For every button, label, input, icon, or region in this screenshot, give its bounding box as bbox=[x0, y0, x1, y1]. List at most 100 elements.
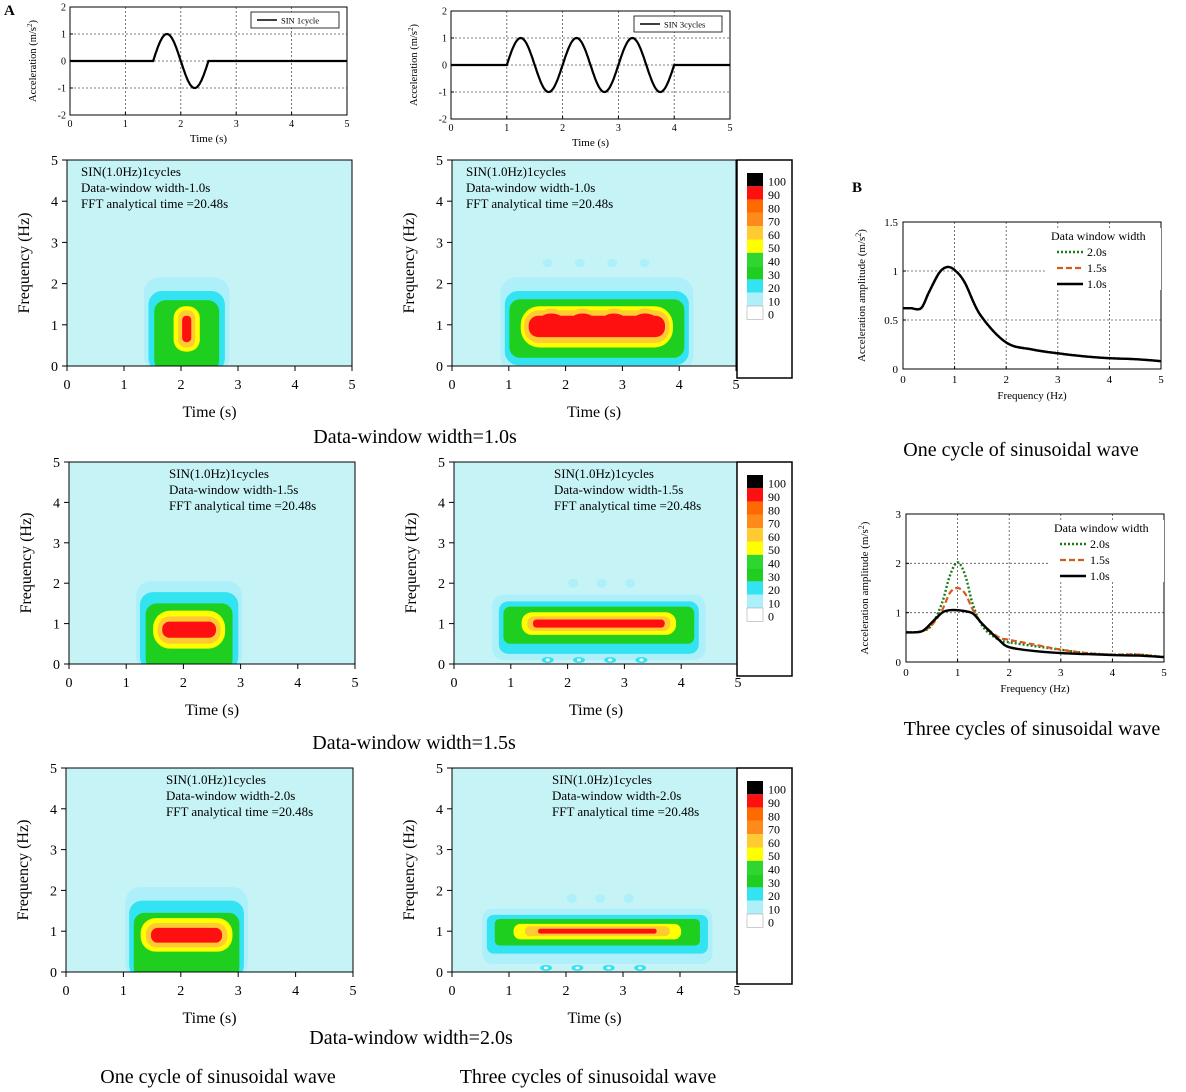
x-tick-label: 2 bbox=[564, 676, 571, 691]
y-tick-label: 0.5 bbox=[884, 315, 898, 327]
annotation-text: FFT analytical time =20.48s bbox=[166, 804, 313, 819]
x-tick-label: 1 bbox=[504, 123, 509, 134]
y-tick-label: 0 bbox=[50, 966, 57, 981]
y-tick-label: 0 bbox=[51, 360, 58, 375]
colorbar-swatch bbox=[747, 501, 763, 515]
x-tick-label: 3 bbox=[616, 123, 621, 134]
annotation-text: FFT analytical time =20.48s bbox=[81, 196, 228, 211]
y-tick-label: 5 bbox=[436, 154, 443, 169]
legend-label: 2.0s bbox=[1090, 537, 1110, 551]
contour-blob bbox=[623, 894, 634, 904]
y-axis-label-main: Acceleration (m/s bbox=[28, 27, 39, 102]
row-caption: Data-window width=1.0s bbox=[313, 426, 517, 448]
y-tick-label: 4 bbox=[436, 195, 443, 210]
y-axis-label: Frequency (Hz) bbox=[403, 513, 420, 614]
y-tick-label: 4 bbox=[51, 195, 58, 210]
legend-bg bbox=[1047, 228, 1161, 290]
x-tick-label: 3 bbox=[1058, 667, 1064, 679]
plot-frame bbox=[66, 159, 353, 367]
y-tick-label: -2 bbox=[439, 115, 447, 126]
y-tick-label: 5 bbox=[438, 456, 445, 471]
annotation-text: SIN(1.0Hz)1cycles bbox=[554, 466, 654, 481]
x-tick-label: 4 bbox=[676, 378, 683, 393]
y-tick-label: 2 bbox=[436, 884, 443, 899]
contour-band bbox=[150, 927, 223, 943]
colorbar-label: 30 bbox=[768, 876, 780, 890]
x-axis-label: Time (s) bbox=[182, 404, 236, 421]
colorbar-label: 10 bbox=[768, 294, 780, 308]
colorbar-label: 90 bbox=[768, 490, 780, 504]
y-tick-label: 1 bbox=[61, 30, 66, 41]
contour-ripple-core bbox=[569, 313, 596, 330]
legend-label: 1.0s bbox=[1090, 569, 1110, 583]
contour-ts-1.5-3cyc: 0 1 2 3 4 5 0 1 2 3 4 5 SIN(1.0Hz)1cyclesData-window… bbox=[403, 456, 742, 719]
colorbar-swatch bbox=[747, 514, 763, 529]
row-caption: Data-window width=1.5s bbox=[312, 732, 516, 754]
x-tick-label: 3 bbox=[237, 676, 244, 691]
y-tick-label: 4 bbox=[53, 496, 60, 511]
y-tick-label: 2 bbox=[53, 577, 60, 592]
y-tick-label: 3 bbox=[438, 537, 445, 552]
y-axis-label: Acceleration amplitude (m/s2) bbox=[857, 521, 871, 654]
x-axis-label: Time (s) bbox=[182, 1010, 236, 1027]
legend-box bbox=[250, 11, 340, 29]
b-caption-bottom: Three cycles of sinusoidal wave bbox=[904, 718, 1161, 740]
y-tick-label: 4 bbox=[50, 803, 57, 818]
annotation-text: Data-window width-2.0s bbox=[166, 788, 295, 803]
colorbar-label: 100 bbox=[768, 175, 786, 189]
y-axis-label-tail: ) bbox=[409, 24, 420, 28]
y-tick-label: 3 bbox=[436, 844, 443, 859]
x-axis-label: Time (s) bbox=[190, 133, 228, 145]
annotation-text: SIN(1.0Hz)1cycles bbox=[169, 466, 269, 481]
contour-layers bbox=[492, 578, 706, 663]
y-axis-label: Acceleration (m/s2) bbox=[26, 20, 39, 102]
x-tick-label: 4 bbox=[292, 378, 299, 393]
y-axis-label: Frequency (Hz) bbox=[15, 820, 32, 921]
colorbar-frame bbox=[736, 461, 793, 677]
x-tick-label: 5 bbox=[733, 378, 740, 393]
x-tick-label: 1 bbox=[123, 119, 128, 130]
x-tick-label: 4 bbox=[292, 984, 299, 999]
contour-dot-center bbox=[575, 966, 580, 970]
y-tick-label: 1 bbox=[51, 319, 58, 334]
colorbar-label: 90 bbox=[768, 188, 780, 202]
contour-dot-center bbox=[639, 658, 644, 662]
y-axis-label-main: Acceleration amplitude (m/s bbox=[856, 237, 868, 362]
x-tick-label: 0 bbox=[449, 378, 456, 393]
annotation-text: FFT analytical time =20.48s bbox=[169, 498, 316, 513]
legend-box bbox=[633, 15, 723, 33]
x-tick-label: 1 bbox=[952, 374, 958, 386]
colorbar-label: 80 bbox=[768, 503, 780, 517]
contour-ts-1-3cyc: 0 1 2 3 4 5 0 1 2 3 4 5 SIN(1.0Hz)1cyclesData-window… bbox=[401, 154, 740, 421]
colorbar-swatch bbox=[747, 279, 763, 293]
contour-blob bbox=[596, 578, 607, 588]
colorbar-label: 50 bbox=[768, 241, 780, 255]
colorbar-label: 60 bbox=[768, 228, 780, 242]
y-tick-label: 2 bbox=[442, 7, 447, 18]
colorbar-label: 60 bbox=[768, 836, 780, 850]
x-tick-label: 4 bbox=[1110, 667, 1116, 679]
contour-band bbox=[162, 621, 217, 638]
colorbar-label: 90 bbox=[768, 796, 780, 810]
colorbar-swatch bbox=[747, 541, 763, 555]
x-tick-label: 2 bbox=[178, 378, 185, 393]
y-tick-label: 3 bbox=[436, 236, 443, 251]
x-tick-label: 4 bbox=[677, 984, 684, 999]
plot-frame bbox=[902, 221, 1162, 370]
x-tick-label: 3 bbox=[235, 984, 242, 999]
colorbar-label: 30 bbox=[768, 570, 780, 584]
contour-ts-1-1cyc: 0 1 2 3 4 5 0 1 2 3 4 5 SIN(1.0Hz)1cyclesData-window… bbox=[16, 154, 356, 421]
colorbar-label: 100 bbox=[768, 783, 786, 797]
y-tick-label: 1 bbox=[896, 608, 902, 620]
colorbar-swatch bbox=[747, 820, 763, 835]
x-axis-label: Time (s) bbox=[569, 702, 623, 719]
colorbar-label: 50 bbox=[768, 543, 780, 557]
colorbar-label: 50 bbox=[768, 849, 780, 863]
contour-ts-1.5-1cyc: 0 1 2 3 4 5 0 1 2 3 4 5 SIN(1.0Hz)1cyclesData-window… bbox=[18, 456, 359, 719]
x-tick-label: 0 bbox=[68, 119, 73, 130]
x-tick-label: 3 bbox=[621, 676, 628, 691]
y-tick-label: 1 bbox=[438, 618, 445, 633]
contour-dot-center bbox=[544, 966, 549, 970]
